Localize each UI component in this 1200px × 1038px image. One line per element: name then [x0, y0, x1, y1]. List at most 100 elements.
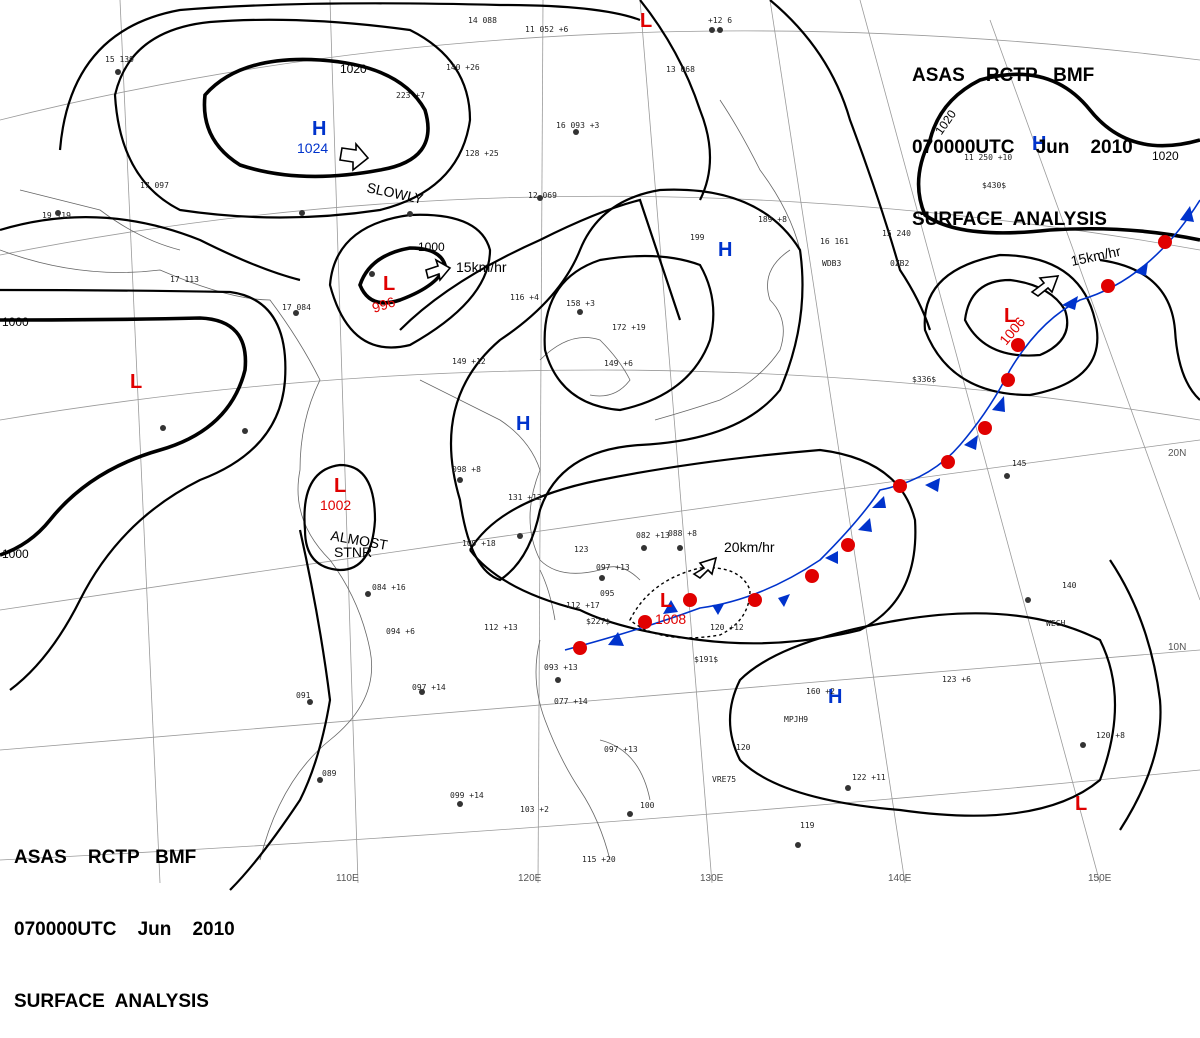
station-plot: 16 093 +3: [556, 121, 600, 130]
pressure-centers: H 1024 SLOWLY L 996 15km/hr L 1002 ALMOS…: [130, 10, 1122, 815]
station-plot: +12 6: [708, 16, 732, 25]
low-pressure-symbol: L: [383, 273, 395, 295]
station-plot: 17 084: [282, 303, 311, 312]
cold-front: [564, 199, 1200, 651]
high-pressure-symbol: H: [718, 239, 732, 261]
high-pressure-symbol: H: [1032, 133, 1046, 155]
low-pressure-symbol: L: [1075, 793, 1087, 815]
motion-arrow-icon: [339, 141, 370, 172]
station-plot: 15 139: [105, 55, 134, 64]
high-pressure-value: 1024: [297, 140, 328, 156]
motion-label: STNR: [334, 544, 372, 560]
header-source: ASAS RCTP BMF: [14, 847, 197, 868]
station-plot: 116 +4: [510, 293, 539, 302]
low-pressure-symbol: L: [640, 10, 652, 32]
station-plot: 088 +8: [668, 529, 697, 538]
station-plot: MPJH9: [784, 715, 808, 724]
header-title: SURFACE ANALYSIS: [14, 991, 209, 1012]
station-plot: 119: [800, 821, 815, 830]
station-plot: WECH: [1046, 619, 1065, 628]
isobar-label: 1000: [2, 547, 29, 561]
low-pressure-symbol: L: [660, 590, 672, 612]
station-plot: 103 +2: [520, 805, 549, 814]
station-plot: 149 +6: [604, 359, 633, 368]
station-plot: 097 +13: [604, 745, 638, 754]
station-plot: 120 +12: [710, 623, 744, 632]
station-plot: 093 +13: [544, 663, 578, 672]
station-plot: 109 +18: [462, 539, 496, 548]
isobar-label: 1000: [2, 315, 29, 329]
station-plot: 158 +3: [566, 299, 595, 308]
motion-arrow-icon: [425, 258, 452, 282]
longitude-label: 130E: [700, 873, 724, 884]
station-plot: 123: [574, 545, 589, 554]
low-pressure-symbol: L: [334, 475, 346, 497]
station-plot: 098 +8: [452, 465, 481, 474]
station-plot: $227$: [586, 617, 610, 626]
longitude-label: 140E: [888, 873, 912, 884]
station-plot: 112 +13: [484, 623, 518, 632]
station-plot: 16 161: [820, 237, 849, 246]
isobar-label: 1020: [1152, 149, 1179, 163]
station-plot: 131 +12: [508, 493, 542, 502]
latitude-label: 10N: [1168, 642, 1186, 653]
header-title: SURFACE ANALYSIS: [912, 209, 1107, 230]
station-plot: 140: [1062, 581, 1077, 590]
header-datetime: 070000UTC Jun 2010: [912, 137, 1133, 158]
station-plot: 11 052 +6: [525, 25, 569, 34]
station-plot: 089: [322, 769, 337, 778]
map-header-top: ASAS RCTP BMF 070000UTC Jun 2010 SURFACE…: [912, 16, 1133, 256]
station-plot: 160 +2: [806, 687, 835, 696]
station-plot: 128 +25: [465, 149, 499, 158]
station-plot: 14 088: [468, 16, 497, 25]
station-plot: 091: [296, 691, 311, 700]
station-plot: 189 +8: [758, 215, 787, 224]
low-pressure-symbol: L: [1004, 305, 1016, 327]
grid-labels: 110E 120E 130E 140E 150E 20N 10N: [336, 448, 1186, 884]
weather-map: 1020 1020 1020 1000 1000 1000: [0, 0, 1200, 891]
station-plot: $430$: [982, 181, 1006, 190]
station-plot: 0ZB2: [890, 259, 909, 268]
header-source: ASAS RCTP BMF: [912, 65, 1095, 86]
latitude-label: 20N: [1168, 448, 1186, 459]
station-plot: 172 +19: [612, 323, 646, 332]
isobar-label: 1000: [418, 240, 445, 254]
station-plot: 120 +8: [1096, 731, 1125, 740]
station-plot: 123 +6: [942, 675, 971, 684]
station-plot: 100: [640, 801, 655, 810]
station-plot: 099 +14: [450, 791, 484, 800]
motion-arrow-icon: [1030, 275, 1060, 297]
station-plot: VRE75: [712, 775, 736, 784]
station-plot: 094 +6: [386, 627, 415, 636]
motion-arrows: [339, 141, 1060, 580]
high-pressure-symbol: H: [312, 118, 326, 140]
station-plot: 13 068: [666, 65, 695, 74]
low-pressure-value: 1002: [320, 497, 351, 513]
station-plot: 112 +17: [566, 601, 600, 610]
station-plots: 14 088 +12 6 15 139 17 097 19 119 223 +7…: [42, 16, 1125, 864]
station-plot: 095: [600, 589, 615, 598]
station-plot: 097 +14: [412, 683, 446, 692]
station-plot: 140 +26: [446, 63, 480, 72]
warm-front-bulges: [573, 235, 1172, 655]
station-plot: 199: [690, 233, 705, 242]
high-pressure-symbol: H: [828, 686, 842, 708]
high-pressure-symbol: H: [516, 413, 530, 435]
longitude-label: 150E: [1088, 873, 1112, 884]
low-pressure-value: 996: [370, 293, 397, 316]
station-plot: $191$: [694, 655, 718, 664]
station-plot: 115 +20: [582, 855, 616, 864]
isobars: [0, 0, 1200, 891]
map-header-bottom: ASAS RCTP BMF 070000UTC Jun 2010 SURFACE…: [14, 798, 235, 1038]
station-plot: 084 +16: [372, 583, 406, 592]
motion-arrow-icon: [692, 556, 718, 580]
station-plot: 077 +14: [554, 697, 588, 706]
station-plot: 097 +13: [596, 563, 630, 572]
coastlines: [0, 99, 801, 861]
isobar-label: 1020: [340, 62, 367, 76]
station-plot: 17 113: [170, 275, 199, 284]
station-plot: WDB3: [822, 259, 841, 268]
low-pressure-value: 1008: [655, 611, 686, 627]
station-plot: 15 240: [882, 229, 911, 238]
station-plot: 122 +11: [852, 773, 886, 782]
